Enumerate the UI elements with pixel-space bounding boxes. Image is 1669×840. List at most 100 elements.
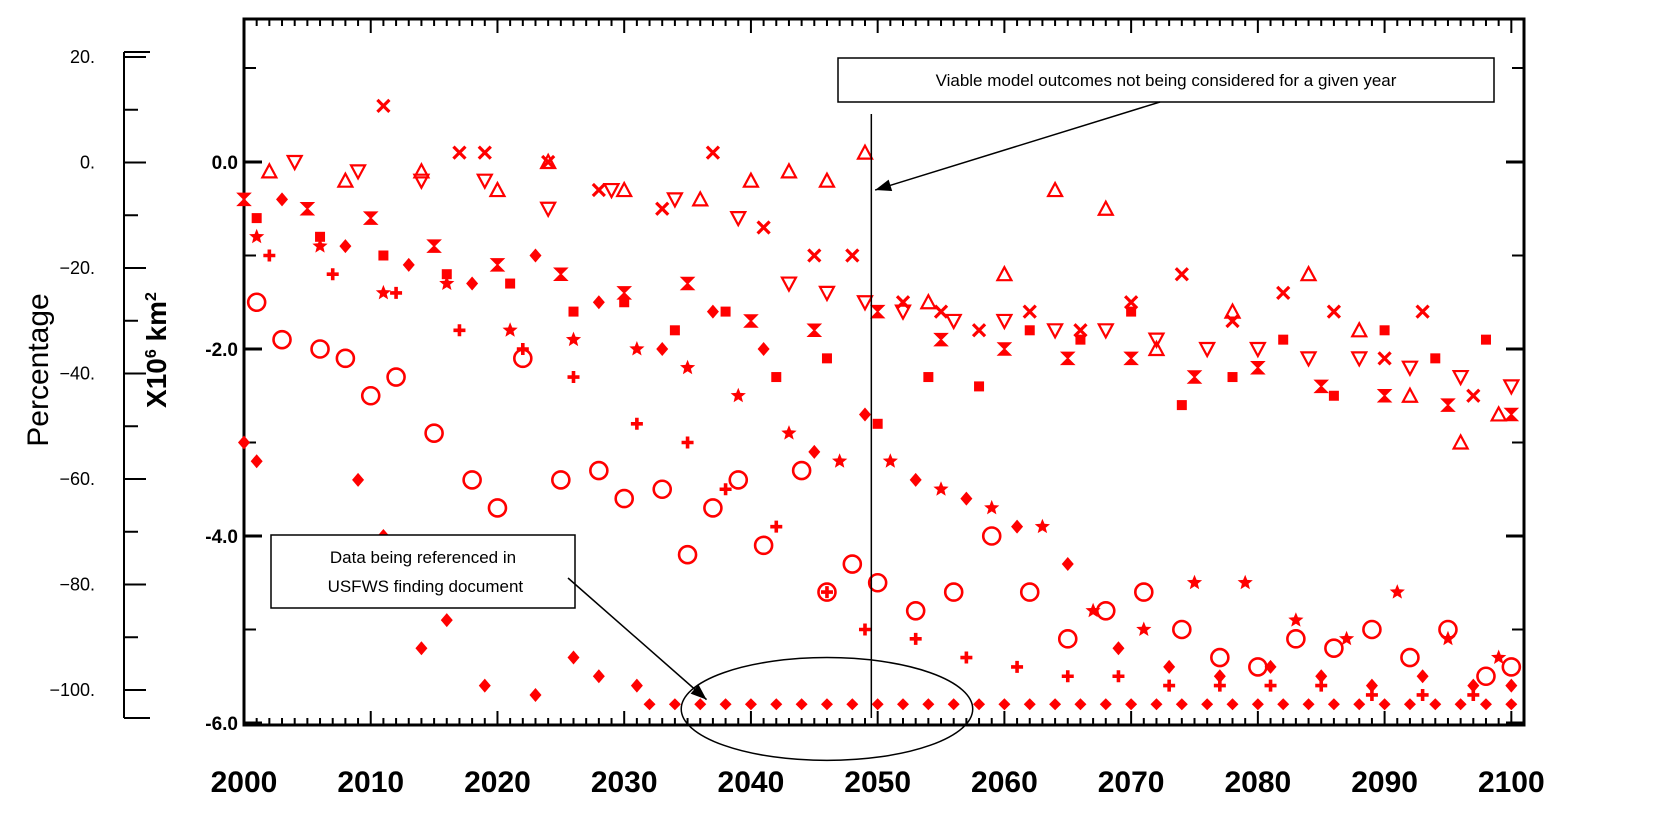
data-point-x [1415, 304, 1430, 319]
bottom-annotation-box [270, 534, 576, 609]
data-point-floor-diamond [668, 698, 681, 711]
data-point-star [1491, 649, 1507, 664]
data-point-circle [1095, 600, 1116, 621]
data-point-x [477, 145, 492, 160]
data-point-hourglass [489, 258, 506, 272]
plot-border [242, 17, 1526, 727]
data-point-diamond [1213, 669, 1226, 684]
data-point-plus [567, 371, 580, 384]
data-point-triangle-down [780, 276, 798, 293]
data-point-hourglass [1059, 351, 1076, 366]
highlight-ellipse [680, 656, 974, 762]
km-axis-title-sup2: 2 [143, 292, 160, 301]
x-tick-label: 2030 [591, 766, 658, 799]
data-point-x [541, 154, 556, 170]
data-point-diamond [1011, 519, 1024, 534]
data-point-diamond [1505, 678, 1518, 693]
data-point-diamond [630, 678, 643, 693]
data-point-plus [1112, 670, 1125, 683]
data-point-circle [360, 385, 381, 406]
data-point-triangle-up [818, 171, 836, 188]
data-point-circle [1172, 619, 1192, 640]
data-point-triangle-up [995, 264, 1014, 282]
km-tick-label: 0.0 [212, 153, 238, 174]
percentage-tick-label: −80. [59, 575, 95, 595]
data-point-hourglass [996, 342, 1013, 356]
data-point-triangle-down [1401, 360, 1419, 378]
data-point-triangle-up [919, 292, 938, 310]
data-point-triangle-up [1489, 405, 1508, 422]
data-point-hourglass [1503, 407, 1520, 422]
data-point-triangle-up [1451, 433, 1470, 450]
data-point-square [771, 372, 782, 383]
data-point-hourglass [743, 314, 759, 328]
data-point-triangle-up [1096, 199, 1115, 216]
data-point-triangle-down [1198, 341, 1217, 359]
data-point-floor-diamond [795, 698, 808, 711]
data-point-diamond [706, 304, 719, 319]
percentage-ticks: 20. 0. −20. −40. −60. −80. −100. [49, 47, 146, 700]
km-axis-title-prefix: X10 [141, 358, 172, 408]
data-point-triangle-down [602, 182, 621, 200]
data-point-hourglass [1186, 370, 1203, 384]
percentage-tick-label: −40. [59, 364, 95, 384]
data-point-triangle-up [260, 162, 279, 179]
data-point-hourglass [806, 323, 823, 338]
data-point-circle [677, 544, 698, 565]
data-point-circle [1476, 666, 1496, 687]
data-point-floor-diamond [820, 698, 833, 711]
data-point-triangle-down [666, 192, 684, 209]
data-point-star [1136, 621, 1152, 636]
data-point-floor-diamond [998, 698, 1011, 711]
data-point-hourglass [1123, 351, 1139, 366]
top-annotation: Viable model outcomes not being consider… [837, 57, 1495, 192]
data-point-triangle-up [1350, 320, 1369, 338]
data-point-star [933, 481, 949, 496]
data-point-star [832, 453, 848, 468]
data-point-star [1237, 574, 1253, 590]
data-point-floor-diamond [1277, 698, 1290, 711]
data-point-plus [390, 286, 403, 299]
data-point-circle [703, 498, 723, 518]
data-point-triangle-down [995, 313, 1014, 331]
data-point-circle [867, 572, 888, 593]
data-point-star [312, 238, 328, 253]
data-point-circle [1210, 647, 1230, 668]
data-point-triangle-down [856, 295, 874, 312]
data-point-circle [1400, 647, 1420, 668]
data-point-plus [719, 483, 732, 496]
data-point-triangle-up [742, 171, 760, 188]
data-point-diamond [478, 678, 491, 693]
data-point-triangle-down [1147, 332, 1166, 349]
data-point-hourglass [1440, 398, 1456, 412]
data-point-floor-diamond [719, 698, 732, 711]
data-point-hourglass [869, 304, 886, 319]
data-point-plus [326, 268, 339, 281]
data-point-plus [630, 417, 643, 430]
data-point-floor-diamond [694, 698, 707, 711]
data-point-triangle-down [475, 173, 494, 191]
data-point-star [502, 322, 518, 337]
data-point-x [705, 145, 721, 160]
data-point-x [452, 145, 467, 160]
data-point-circle [753, 535, 774, 556]
data-point-circle [817, 582, 837, 602]
data-point-diamond [656, 342, 669, 356]
percentage-tick-label: 0. [80, 153, 95, 173]
data-point-square [441, 269, 452, 280]
data-point-square [720, 306, 731, 317]
data-point-plus [960, 651, 973, 664]
data-point-star [1389, 584, 1405, 599]
data-point-diamond [1315, 669, 1328, 684]
x-tick-label: 2100 [1478, 766, 1545, 799]
data-point-circle [728, 470, 749, 490]
data-point-triangle-down [1249, 341, 1267, 359]
data-point-x [933, 304, 949, 319]
data-point-square [1480, 334, 1491, 345]
data-point-floor-diamond [973, 698, 986, 711]
data-point-plus [453, 324, 466, 337]
percentage-tick-label: 20. [70, 47, 95, 67]
data-point-x [895, 295, 911, 310]
bottom-annotation-line1: Data being referenced in [330, 548, 516, 567]
